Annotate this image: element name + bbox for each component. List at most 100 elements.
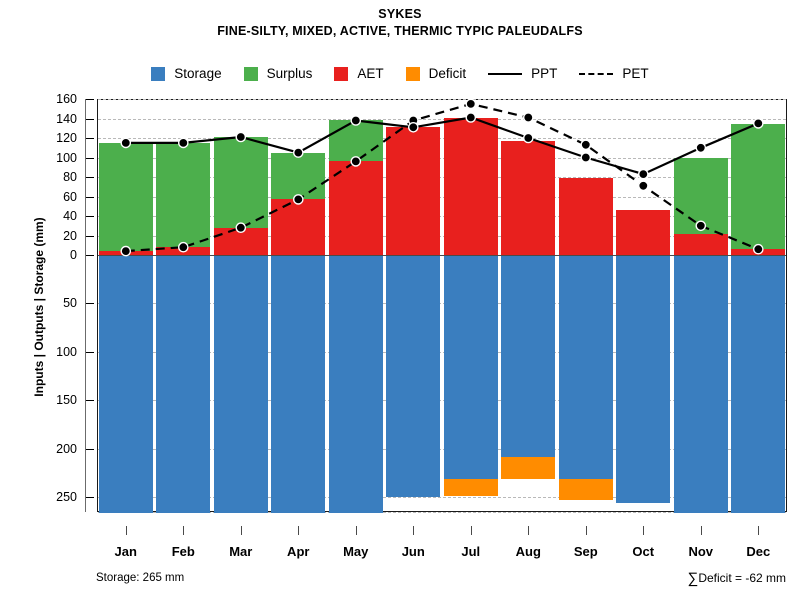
pet-line-icon xyxy=(579,72,614,75)
bar-surplus-dec xyxy=(731,124,786,250)
x-tick-label-mar: Mar xyxy=(229,544,253,559)
x-tick-label-aug: Aug xyxy=(515,544,541,559)
legend-label: PPT xyxy=(531,66,558,81)
y-tick-label: 50 xyxy=(63,296,77,311)
x-tick-mark xyxy=(758,526,760,535)
x-tick-label-dec: Dec xyxy=(746,544,771,559)
y-tick-mark xyxy=(85,177,94,178)
legend-label: Surplus xyxy=(266,66,313,81)
y-tick-mark xyxy=(85,99,94,100)
bar-aet-nov xyxy=(673,233,728,255)
y-tick-label: 200 xyxy=(56,441,77,456)
chart-title: SYKES FINE-SILTY, MIXED, ACTIVE, THERMIC… xyxy=(0,6,800,40)
chart-title-primary: SYKES xyxy=(378,7,422,21)
x-tick-mark xyxy=(298,526,300,535)
x-tick-label-jul: Jul xyxy=(461,544,481,559)
y-tick-label: 140 xyxy=(56,111,77,126)
gridline xyxy=(98,118,786,120)
aet-swatch-icon xyxy=(334,66,349,81)
bar-storage-oct xyxy=(616,256,671,504)
y-tick-label: 150 xyxy=(56,393,77,408)
gridline xyxy=(98,497,786,499)
bar-aet-aug xyxy=(501,140,556,255)
y-tick-label: 20 xyxy=(63,228,77,243)
bar-aet-feb xyxy=(156,247,211,255)
bar-aet-jun xyxy=(386,127,441,255)
bar-surplus-jan xyxy=(98,142,153,252)
gridline xyxy=(98,351,786,353)
legend-item-storage[interactable]: Storage xyxy=(151,66,222,81)
x-tick-mark xyxy=(585,526,587,535)
legend-label: Deficit xyxy=(428,66,467,81)
legend-label: AET xyxy=(357,66,384,81)
gridline xyxy=(98,512,786,513)
x-tick-label-sep: Sep xyxy=(573,544,598,559)
bar-storage-may xyxy=(328,256,383,513)
storage-note: Storage: 265 mm xyxy=(96,572,185,584)
legend-label: Storage xyxy=(174,66,222,81)
bar-storage-dec xyxy=(731,256,786,513)
legend-item-surplus[interactable]: Surplus xyxy=(243,66,313,81)
bar-storage-apr xyxy=(271,256,326,513)
y-tick-label: 0 xyxy=(70,248,77,262)
y-tick-mark xyxy=(85,255,94,256)
storage-swatch-icon xyxy=(151,66,166,81)
bar-surplus-may xyxy=(328,120,383,162)
bar-deficit-jul xyxy=(443,479,498,496)
y-tick-label: 80 xyxy=(63,170,77,184)
deficit-note-text: Deficit = -62 mm xyxy=(698,571,786,585)
x-tick-mark xyxy=(528,526,530,535)
gridline xyxy=(98,99,786,100)
gridline xyxy=(98,138,786,139)
x-tick-mark xyxy=(183,526,185,535)
gridline xyxy=(98,448,786,450)
deficit-note: ∑Deficit = -62 mm xyxy=(688,570,786,587)
x-tick-mark xyxy=(413,526,415,535)
surplus-swatch-icon xyxy=(243,66,258,81)
x-tick-mark xyxy=(643,526,645,535)
y-tick-mark xyxy=(85,157,94,159)
y-tick-label: 160 xyxy=(56,92,77,106)
legend-item-ppt[interactable]: PPT xyxy=(488,66,557,81)
y-tick-label: 120 xyxy=(56,131,77,145)
x-tick-mark xyxy=(700,526,702,535)
chart-title-subtitle: FINE-SILTY, MIXED, ACTIVE, THERMIC TYPIC… xyxy=(217,24,583,38)
deficit-swatch-icon xyxy=(405,66,420,81)
bar-aet-oct xyxy=(616,210,671,255)
gridline xyxy=(98,400,786,402)
y-axis-spine xyxy=(85,99,86,512)
x-tick-label-jan: Jan xyxy=(114,544,137,559)
bar-surplus-nov xyxy=(673,157,728,234)
bar-aet-may xyxy=(328,161,383,255)
bar-storage-aug xyxy=(501,256,556,457)
legend-item-pet[interactable]: PET xyxy=(579,66,649,81)
y-tick-mark xyxy=(85,138,94,139)
y-tick-label: 100 xyxy=(56,344,77,359)
gridline xyxy=(98,303,786,305)
ppt-line-icon xyxy=(488,72,523,75)
bar-storage-nov xyxy=(673,256,728,513)
x-tick-label-jun: Jun xyxy=(401,544,425,559)
legend-item-deficit[interactable]: Deficit xyxy=(405,66,467,81)
y-tick-label: 60 xyxy=(63,189,77,204)
bar-storage-mar xyxy=(213,256,268,513)
bar-aet-apr xyxy=(271,199,326,255)
bar-surplus-mar xyxy=(213,137,268,228)
y-tick-mark xyxy=(85,303,94,305)
y-tick-label: 40 xyxy=(63,209,77,223)
legend-item-aet[interactable]: AET xyxy=(334,66,384,81)
y-tick-mark xyxy=(85,497,94,499)
bar-surplus-feb xyxy=(156,142,211,248)
x-tick-mark xyxy=(355,526,357,535)
y-tick-mark xyxy=(85,118,94,120)
x-tick-label-apr: Apr xyxy=(287,544,310,559)
y-tick-mark xyxy=(85,400,94,402)
bar-storage-sep xyxy=(558,256,613,480)
bar-storage-jun xyxy=(386,256,441,497)
y-tick-mark xyxy=(85,196,94,198)
y-tick-mark xyxy=(85,216,94,217)
y-tick-label: 250 xyxy=(56,490,77,505)
bar-surplus-apr xyxy=(271,152,326,200)
x-tick-mark xyxy=(240,526,242,535)
x-tick-label-may: May xyxy=(343,544,369,559)
